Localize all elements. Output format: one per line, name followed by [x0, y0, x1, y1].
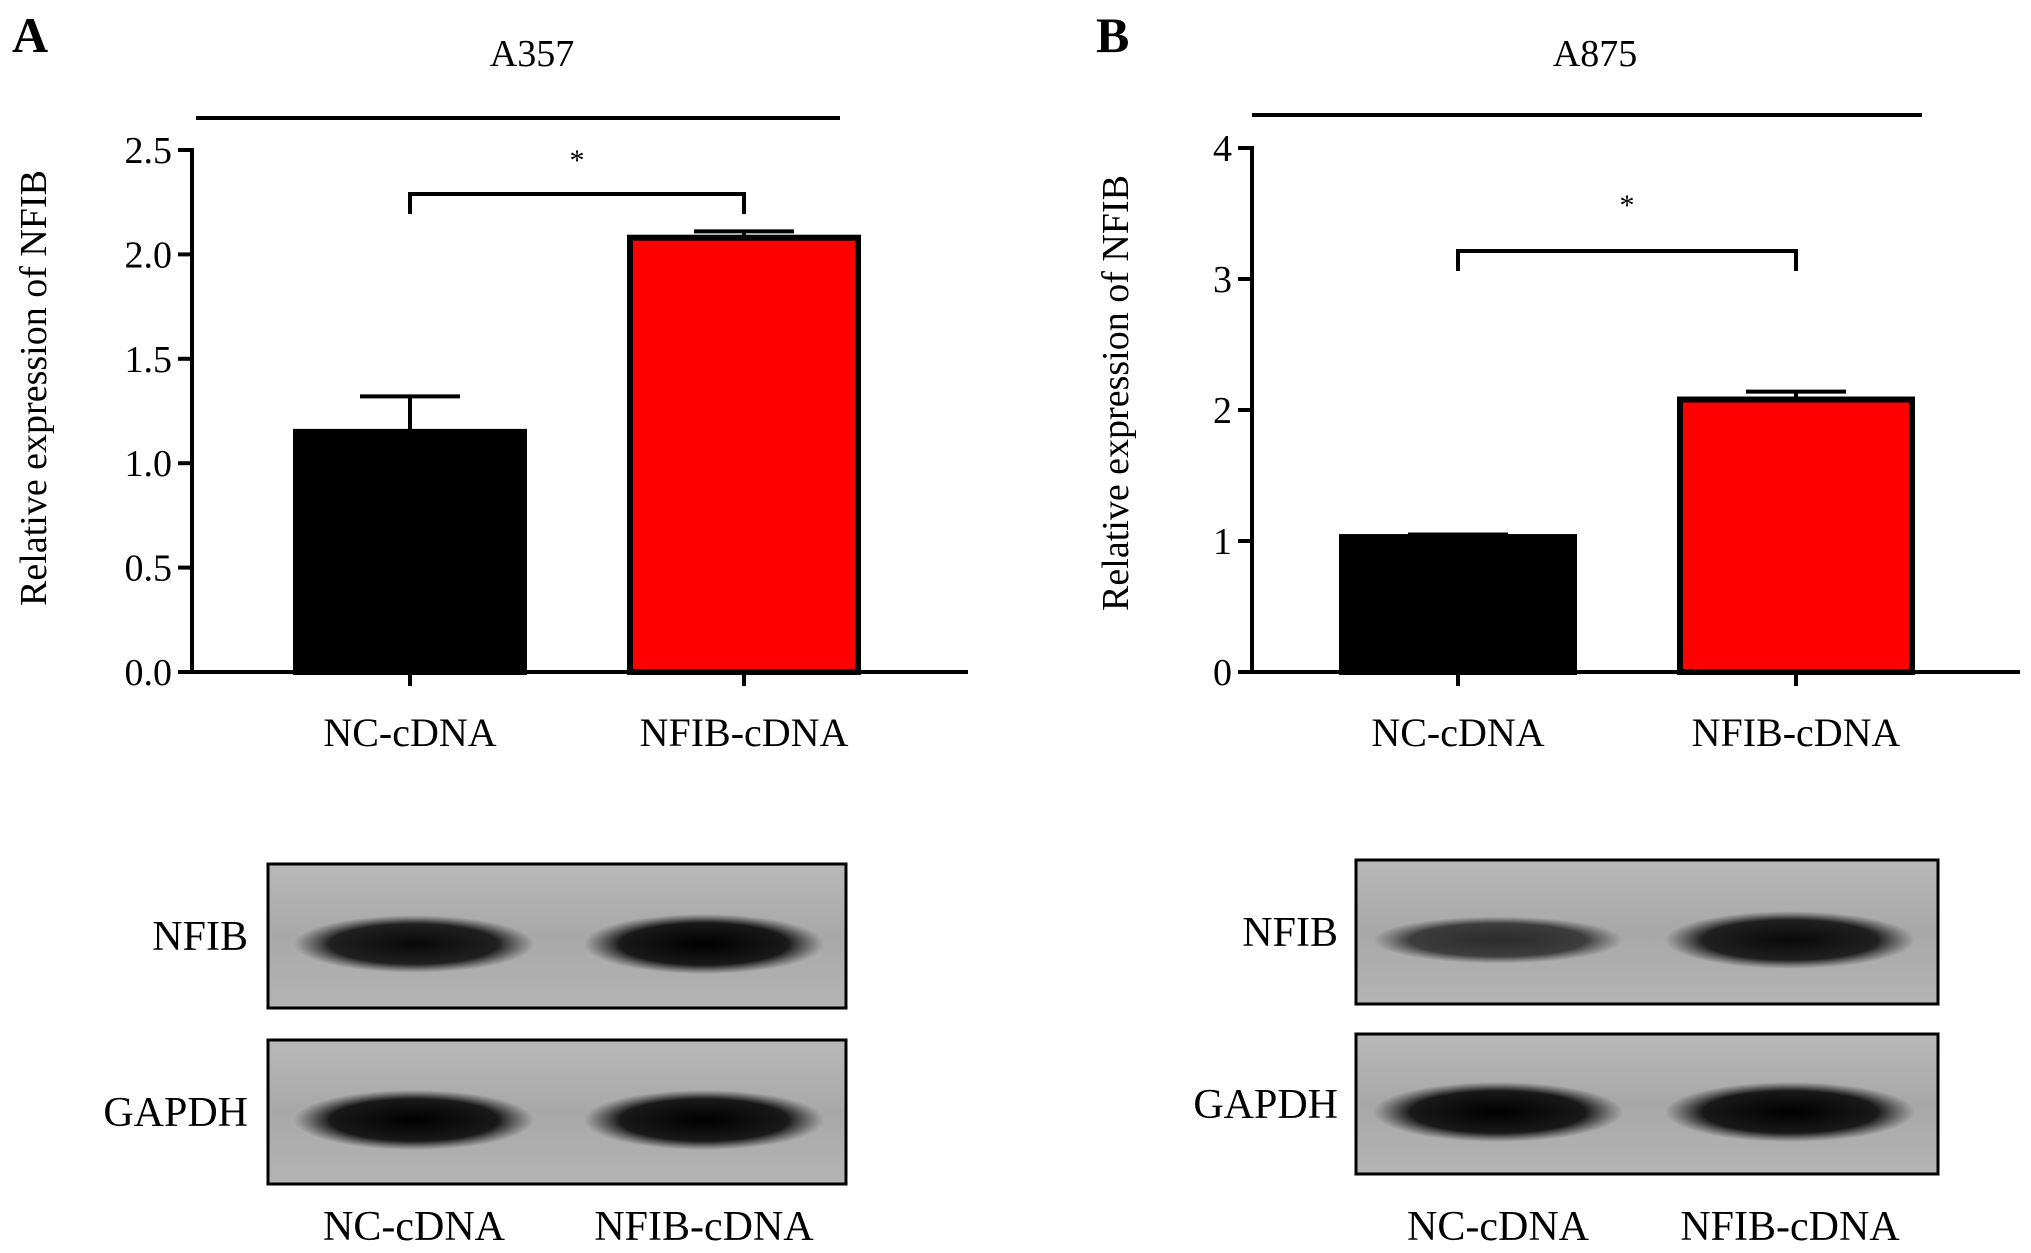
y-tick-label: 0.5 — [125, 548, 173, 590]
panel-letter-b: B — [1096, 7, 1129, 63]
bar-chart-a875: A875 Relative expression of NFIB 0 1 2 3 4 NC… — [1095, 33, 2020, 755]
blot-lane-label: NFIB-cDNA — [594, 1204, 814, 1250]
significance-bracket — [408, 192, 746, 214]
blot-row-label: GAPDH — [1193, 1082, 1338, 1128]
chart-title: A875 — [1553, 33, 1637, 75]
x-tick-label: NFIB-cDNA — [1692, 710, 1901, 755]
blot-lane-label: NC-cDNA — [1407, 1204, 1590, 1250]
western-blot-a357: NFIB GAPDH NC-cDNA NFIB-cDNA — [103, 862, 848, 1250]
blot-band — [1373, 1082, 1623, 1142]
y-axis-label: Relative expression of NFIB — [1095, 175, 1137, 611]
western-blot-a875: NFIB GAPDH NC-cDNA NFIB-cDNA — [1193, 858, 1940, 1250]
chart-title: A357 — [490, 33, 574, 75]
y-tick-label: 0.0 — [125, 652, 173, 694]
blot-row-label: GAPDH — [103, 1090, 248, 1136]
y-axis-label: Relative expression of NFIB — [13, 170, 55, 606]
y-tick-label: 0 — [1213, 652, 1232, 694]
x-tick-label: NC-cDNA — [1371, 710, 1544, 755]
bar — [627, 234, 861, 675]
blot-row-label: NFIB — [152, 914, 248, 960]
y-tick-label: 4 — [1213, 128, 1232, 170]
blot-band — [1665, 911, 1915, 969]
significance-bracket — [1456, 249, 1798, 271]
blot-lane-label: NC-cDNA — [323, 1204, 506, 1250]
y-tick-label: 3 — [1213, 259, 1232, 301]
blot-band — [584, 914, 824, 974]
y-tick-label: 2.0 — [125, 234, 173, 276]
bar — [293, 428, 527, 675]
blot-band — [1373, 916, 1623, 964]
x-tick-label: NFIB-cDNA — [640, 710, 849, 755]
significance-label: * — [570, 144, 585, 177]
blot-band — [294, 1090, 534, 1150]
blot-band — [1665, 1082, 1915, 1142]
bar — [1677, 396, 1915, 675]
y-tick-label: 1.5 — [125, 339, 173, 381]
blot-lane-label: NFIB-cDNA — [1680, 1204, 1900, 1250]
y-tick-label: 2 — [1213, 390, 1232, 432]
panel-a: A A357 Relative expression of NFIB 0.0 0.… — [12, 7, 968, 1250]
y-tick-label: 2.5 — [125, 130, 173, 172]
y-tick-label: 1 — [1213, 521, 1232, 563]
bar-chart-a357: A357 Relative expression of NFIB 0.0 0.5 1… — [13, 33, 968, 755]
y-tick-label: 1.0 — [125, 443, 173, 485]
blot-band — [584, 1090, 824, 1150]
blot-row-label: NFIB — [1242, 910, 1338, 956]
panel-letter-a: A — [12, 7, 48, 63]
panel-b: B A875 Relative expression of NFIB 0 1 2 3 4… — [1095, 7, 2020, 1250]
significance-label: * — [1620, 189, 1635, 222]
bar — [1339, 534, 1577, 675]
blot-band — [294, 915, 534, 973]
x-tick-label: NC-cDNA — [323, 710, 496, 755]
